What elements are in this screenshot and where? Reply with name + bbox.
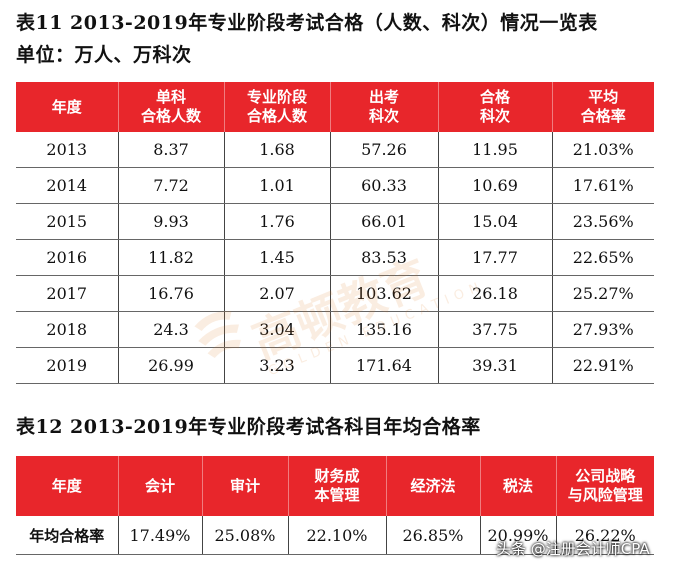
row-year: 2014 <box>16 167 118 204</box>
table12: 年度 会计 审计 财务成 本管理 经济法 税法 公司战略 与风险管理 年均合格率… <box>16 456 654 555</box>
col-header-tax-law: 税法 <box>479 456 556 516</box>
col-header-year: 年度 <box>16 82 118 132</box>
col-header-accounting: 会计 <box>117 456 202 516</box>
table-cell: 83.53 <box>329 239 438 276</box>
table-cell: 17.77 <box>437 239 552 276</box>
table-row: 2015 9.93 1.76 66.01 15.04 23.56% <box>16 203 654 240</box>
table11-header-row: 年度 单科 合格人数 专业阶段 合格人数 出考 科次 合格 科次 平均 合格率 <box>16 82 654 132</box>
table-cell: 20.99% <box>479 516 556 555</box>
table-cell: 25.27% <box>551 275 654 312</box>
table-cell: 171.64 <box>329 347 438 384</box>
row-year: 2015 <box>16 203 118 240</box>
col-header-strategy-risk: 公司战略 与风险管理 <box>555 456 654 516</box>
table-cell: 21.03% <box>551 132 654 168</box>
col-header-year: 年度 <box>16 456 118 516</box>
row-year: 2013 <box>16 132 118 168</box>
table-cell: 2.07 <box>223 275 330 312</box>
table-cell: 57.26 <box>329 132 438 168</box>
table-cell: 11.82 <box>117 239 224 276</box>
row-year: 2016 <box>16 239 118 276</box>
col-header-pass-rate: 平均 合格率 <box>551 82 654 132</box>
col-header-audit: 审计 <box>201 456 288 516</box>
table-cell: 17.61% <box>551 167 654 204</box>
table-cell: 39.31 <box>437 347 552 384</box>
col-header-stage-pass: 专业阶段 合格人数 <box>223 82 330 132</box>
table-cell: 26.22% <box>555 516 654 555</box>
table-cell: 22.91% <box>551 347 654 384</box>
table-cell: 66.01 <box>329 203 438 240</box>
table12-header-row: 年度 会计 审计 财务成 本管理 经济法 税法 公司战略 与风险管理 <box>16 456 654 516</box>
table-cell: 3.23 <box>223 347 330 384</box>
table-cell: 27.93% <box>551 311 654 348</box>
table-row: 2013 8.37 1.68 57.26 11.95 21.03% <box>16 132 654 168</box>
table12-title: 表12 2013-2019年专业阶段考试各科目年均合格率 <box>16 416 481 438</box>
table11: 年度 单科 合格人数 专业阶段 合格人数 出考 科次 合格 科次 平均 合格率 … <box>16 82 654 384</box>
table-cell: 1.45 <box>223 239 330 276</box>
table-cell: 26.99 <box>117 347 224 384</box>
table-cell: 103.62 <box>329 275 438 312</box>
table-cell: 10.69 <box>437 167 552 204</box>
col-header-financial-cost-management: 财务成 本管理 <box>287 456 386 516</box>
table-cell: 3.04 <box>223 311 330 348</box>
table11-unit: 单位：万人、万科次 <box>16 44 192 66</box>
table-cell: 9.93 <box>117 203 224 240</box>
table-cell: 1.68 <box>223 132 330 168</box>
source-tag-text: 头条 @注册会计师CPA <box>496 539 650 558</box>
row-year: 2017 <box>16 275 118 312</box>
table-cell: 16.76 <box>117 275 224 312</box>
table-cell: 25.08% <box>201 516 288 555</box>
table-cell: 22.10% <box>287 516 386 555</box>
table-row: 2019 26.99 3.23 171.64 39.31 22.91% <box>16 347 654 384</box>
source-tag: 头条 @注册会计师CPA <box>496 536 650 560</box>
col-header-passed: 合格 科次 <box>437 82 552 132</box>
row-year: 2019 <box>16 347 118 384</box>
table-cell: 60.33 <box>329 167 438 204</box>
table-cell: 8.37 <box>117 132 224 168</box>
table-row: 2014 7.72 1.01 60.33 10.69 17.61% <box>16 167 654 204</box>
table11-title: 表11 2013-2019年专业阶段考试合格（人数、科次）情况一览表 <box>16 12 598 34</box>
table-cell: 1.76 <box>223 203 330 240</box>
table-cell: 15.04 <box>437 203 552 240</box>
table-cell: 26.18 <box>437 275 552 312</box>
table-row: 2016 11.82 1.45 83.53 17.77 22.65% <box>16 239 654 276</box>
table-cell: 7.72 <box>117 167 224 204</box>
table-cell: 24.3 <box>117 311 224 348</box>
table-cell: 17.49% <box>117 516 202 555</box>
table-row: 2018 24.3 3.04 135.16 37.75 27.93% <box>16 311 654 348</box>
table-cell: 135.16 <box>329 311 438 348</box>
table-cell: 22.65% <box>551 239 654 276</box>
table-cell: 11.95 <box>437 132 552 168</box>
col-header-economic-law: 经济法 <box>385 456 480 516</box>
col-header-single-pass: 单科 合格人数 <box>117 82 224 132</box>
table-cell: 1.01 <box>223 167 330 204</box>
table-row: 2017 16.76 2.07 103.62 26.18 25.27% <box>16 275 654 312</box>
table-cell: 37.75 <box>437 311 552 348</box>
table-cell: 26.85% <box>385 516 480 555</box>
table-row: 年均合格率 17.49% 25.08% 22.10% 26.85% 20.99%… <box>16 516 654 555</box>
col-header-attempts: 出考 科次 <box>329 82 438 132</box>
row-year: 2018 <box>16 311 118 348</box>
row-label: 年均合格率 <box>16 516 118 555</box>
table-cell: 23.56% <box>551 203 654 240</box>
